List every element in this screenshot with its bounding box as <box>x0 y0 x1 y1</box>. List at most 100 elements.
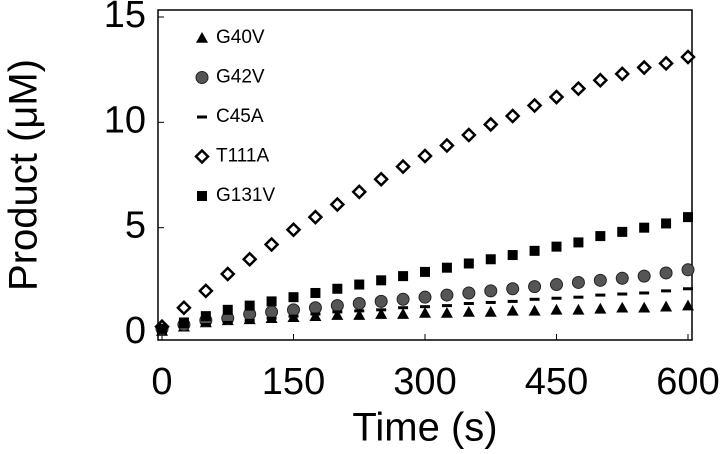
marker-triangle <box>353 309 366 320</box>
marker-diamond <box>263 236 280 253</box>
marker-dash <box>529 297 540 301</box>
marker-circle <box>550 278 563 292</box>
marker-triangle <box>375 308 388 319</box>
marker-circle <box>330 299 344 313</box>
y-tick-label: 15 <box>104 0 146 36</box>
marker-square <box>551 241 562 252</box>
marker-square <box>573 237 584 248</box>
marker-square <box>441 262 452 273</box>
marker-diamond <box>439 137 455 154</box>
marker-circle <box>440 288 454 302</box>
marker-circle <box>593 273 607 287</box>
marker-square <box>485 254 496 265</box>
marker-square <box>288 292 299 303</box>
y-tick-label: 5 <box>125 205 146 247</box>
marker-circle <box>681 263 695 277</box>
marker-circle <box>265 305 279 319</box>
marker-square <box>332 283 343 294</box>
marker-square <box>463 258 474 269</box>
marker-square <box>683 212 693 223</box>
legend-label: G40V <box>216 27 265 48</box>
x-tick-label: 150 <box>262 361 325 403</box>
marker-diamond <box>417 148 433 164</box>
marker-dash <box>376 308 387 312</box>
marker-dash <box>266 316 277 320</box>
marker-dash <box>420 305 430 309</box>
marker-square <box>617 226 628 237</box>
marker-diamond <box>329 196 346 213</box>
x-tick-label: 600 <box>656 361 719 403</box>
marker-circle <box>637 269 651 283</box>
marker-dash <box>310 312 321 316</box>
legend-label: C45A <box>216 106 264 127</box>
marker-square <box>639 222 650 233</box>
marker-dash <box>332 310 343 314</box>
marker-square <box>398 271 409 282</box>
marker-circle <box>528 280 542 294</box>
legend-label: T111A <box>216 146 269 167</box>
marker-dash <box>244 318 255 322</box>
y-tick-label: 10 <box>104 99 146 141</box>
marker-diamond <box>395 158 411 175</box>
marker-diamond <box>461 127 477 143</box>
marker-circle <box>462 286 476 300</box>
marker-diamond <box>658 55 674 72</box>
marker-circle <box>352 297 366 311</box>
marker-diamond <box>548 89 565 105</box>
marker-triangle <box>594 302 607 314</box>
marker-triangle <box>309 310 322 321</box>
marker-square <box>178 317 189 328</box>
marker-square <box>310 287 321 298</box>
marker-dash <box>595 293 606 297</box>
marker-diamond <box>526 97 543 114</box>
legend-marker <box>196 32 208 43</box>
marker-triangle <box>660 300 673 312</box>
marker-dash <box>463 302 474 306</box>
legend-marker <box>197 191 207 201</box>
marker-diamond <box>680 49 696 65</box>
x-axis-title: Time (s) <box>352 406 497 450</box>
legend-marker <box>195 71 209 84</box>
marker-triangle <box>462 305 475 317</box>
marker-diamond <box>482 116 499 133</box>
marker-triangle <box>616 301 629 313</box>
marker-square <box>376 275 387 286</box>
marker-diamond <box>176 299 192 316</box>
marker-diamond <box>592 72 609 88</box>
marker-square <box>420 266 430 277</box>
marker-dash <box>507 299 518 303</box>
marker-circle <box>615 271 629 285</box>
marker-square <box>661 218 672 229</box>
marker-dash <box>485 300 496 304</box>
marker-dash <box>617 292 628 296</box>
marker-circle <box>418 290 432 304</box>
marker-diamond <box>614 66 631 82</box>
marker-triangle <box>550 303 563 315</box>
marker-diamond <box>570 80 587 97</box>
marker-diamond <box>198 283 214 299</box>
marker-square <box>244 300 255 311</box>
marker-circle <box>506 282 520 296</box>
marker-square <box>266 296 277 307</box>
marker-triangle <box>331 309 344 320</box>
marker-triangle <box>440 306 453 318</box>
y-axis-title: Product (μM) <box>2 59 46 291</box>
legend-marker <box>197 115 207 119</box>
marker-circle <box>308 301 322 315</box>
marker-triangle <box>506 304 519 316</box>
marker-dash <box>661 289 672 293</box>
marker-triangle <box>484 305 497 317</box>
marker-dash <box>398 306 409 310</box>
y-tick-label: 0 <box>125 310 146 352</box>
marker-circle <box>287 303 300 317</box>
marker-square <box>354 279 365 290</box>
marker-diamond <box>351 184 368 200</box>
marker-diamond <box>285 222 302 238</box>
marker-circle <box>484 284 498 298</box>
marker-dash <box>441 304 452 308</box>
marker-square <box>200 311 211 322</box>
marker-triangle <box>419 306 431 318</box>
marker-square <box>595 231 606 242</box>
marker-circle <box>571 275 585 289</box>
